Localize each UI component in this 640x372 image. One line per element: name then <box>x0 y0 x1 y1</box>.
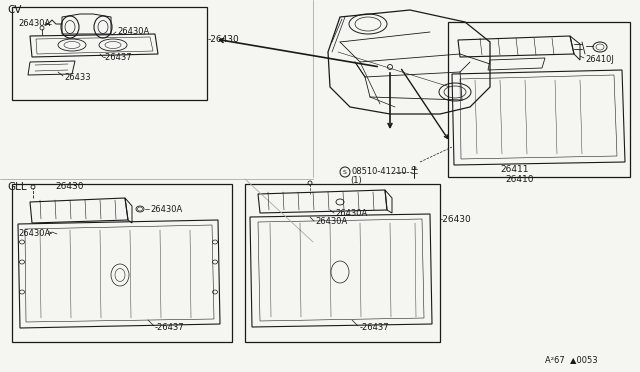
Text: -26437: -26437 <box>103 54 132 62</box>
Text: A²67  ▲0053: A²67 ▲0053 <box>545 356 598 365</box>
Text: 26430A: 26430A <box>117 26 149 35</box>
Text: 26430A: 26430A <box>18 19 51 29</box>
Text: CV: CV <box>7 5 22 15</box>
Text: -26437: -26437 <box>360 324 390 333</box>
Text: -26437: -26437 <box>155 324 184 333</box>
Bar <box>448 22 630 177</box>
Text: 26430A: 26430A <box>150 205 182 214</box>
Text: -26430: -26430 <box>440 215 472 224</box>
Text: 26430A: 26430A <box>335 209 367 218</box>
Text: 26430A: 26430A <box>315 218 348 227</box>
Text: 26410: 26410 <box>505 176 534 185</box>
Text: GLL: GLL <box>7 182 27 192</box>
Text: -26430: -26430 <box>208 35 240 44</box>
Text: (1): (1) <box>350 176 362 186</box>
Bar <box>12 7 207 100</box>
Text: 08510-41210: 08510-41210 <box>352 167 408 176</box>
Text: 26410J: 26410J <box>585 55 614 64</box>
Text: 26430: 26430 <box>55 182 83 191</box>
Text: S: S <box>343 170 347 174</box>
Bar <box>245 184 440 342</box>
Text: 26433: 26433 <box>64 74 91 83</box>
Bar <box>12 184 232 342</box>
Text: 26411: 26411 <box>500 166 529 174</box>
Text: 26430A: 26430A <box>18 230 51 238</box>
